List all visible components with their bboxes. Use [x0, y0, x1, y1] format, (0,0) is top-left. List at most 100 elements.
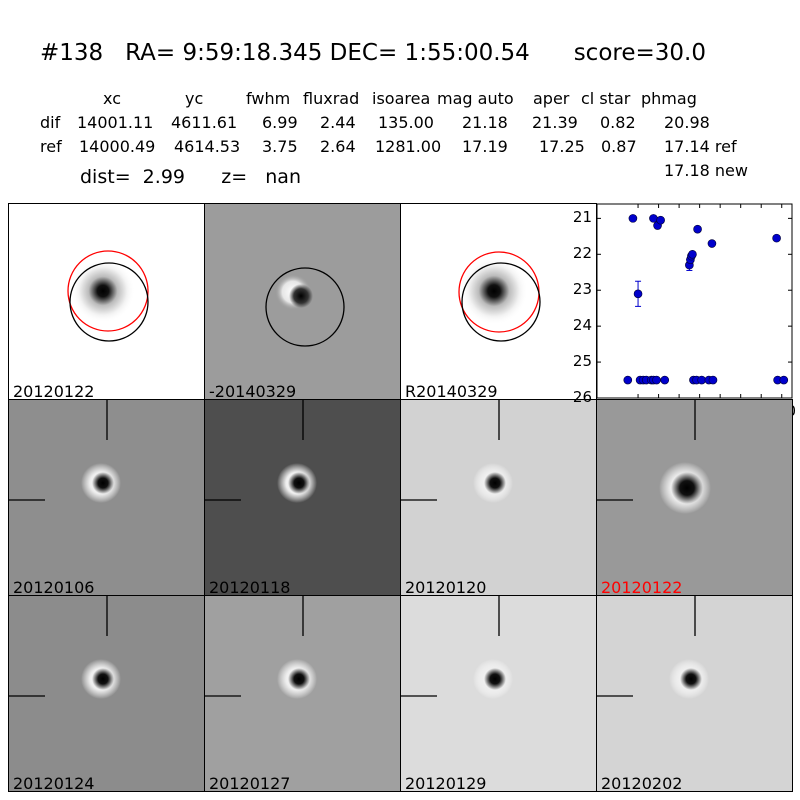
light-curve-plot: −20020406080100120 — [596, 203, 800, 425]
data-point — [623, 375, 633, 385]
cutout-stamp: 20120120 — [400, 399, 597, 596]
dif-phmag: 20.98 — [664, 113, 710, 132]
y-axis-tick-label: 25 — [572, 352, 592, 371]
dif-yc: 4611.61 — [171, 113, 238, 132]
cutout-stamp: 20120124 — [8, 595, 205, 792]
black-aperture-circle — [69, 262, 149, 342]
data-point — [697, 375, 706, 385]
ref-cl-star: 0.87 — [601, 137, 637, 156]
ra-value: RA= 9:59:18.345 — [125, 40, 323, 66]
y-axis-tick-label: 22 — [572, 244, 592, 263]
cutout-image — [597, 400, 711, 514]
data-point — [772, 233, 781, 243]
data-point — [656, 215, 665, 225]
negative-residual — [289, 284, 313, 308]
cutout-stamp: 20120129 — [400, 595, 597, 792]
star-source — [460, 257, 528, 325]
light-curve-svg: −20020406080100120 — [596, 203, 796, 420]
reference-image — [401, 204, 596, 399]
col-header-aper: aper — [533, 89, 570, 108]
panel-date-label: R20140329 — [405, 382, 498, 400]
dif-isoarea: 135.00 — [378, 113, 434, 132]
source-core — [288, 668, 310, 690]
data-point — [633, 289, 643, 299]
col-header-xc: xc — [103, 89, 121, 108]
ref-aper: 17.25 — [539, 137, 585, 156]
row-label-dif: dif — [40, 113, 61, 132]
dif-fwhm: 6.99 — [262, 113, 298, 132]
dif-cl-star: 0.82 — [600, 113, 636, 132]
panel-date-label: 20120122 — [13, 382, 95, 400]
col-header-isoarea: isoarea — [372, 89, 431, 108]
star-source — [71, 259, 135, 323]
cutout-image — [401, 596, 513, 699]
cutout-image — [9, 596, 121, 699]
difference-image-panel: -20140329 — [204, 203, 401, 400]
ref-yc: 4614.53 — [174, 137, 241, 156]
stamp-date-label: 20120122 — [601, 578, 683, 596]
reference-image — [9, 204, 204, 399]
col-header-mag-auto: mag auto — [437, 89, 514, 108]
source-core — [484, 472, 506, 494]
black-aperture-circle — [265, 267, 345, 347]
red-aperture-circle — [67, 250, 149, 332]
cutout-stamp: 20120127 — [204, 595, 401, 792]
stamp-date-label: 20120129 — [405, 774, 487, 792]
ref-xc: 14000.49 — [79, 137, 156, 156]
dif-fluxrad: 2.44 — [320, 113, 356, 132]
dist-value: dist= 2.99 — [80, 166, 185, 188]
col-header-phmag: phmag — [641, 89, 697, 108]
cutout-image — [401, 400, 513, 503]
ref-isoarea: 1281.00 — [375, 137, 442, 156]
cutout-stamp: 20120202 — [596, 595, 793, 792]
cutout-image — [9, 400, 121, 503]
y-axis-tick-label: 23 — [572, 280, 592, 299]
col-header-yc: yc — [185, 89, 204, 108]
dist-line: dist= 2.99 z= nan — [80, 166, 301, 188]
source-core — [680, 668, 702, 690]
black-aperture-circle — [461, 262, 541, 342]
col-header-fluxrad: fluxrad — [303, 89, 360, 108]
source-core — [92, 668, 114, 690]
col-header-cl-star: cl star — [581, 89, 631, 108]
source-core — [484, 668, 506, 690]
stamp-date-label: 20120118 — [209, 578, 291, 596]
new-phmag: 17.18 new — [664, 161, 748, 180]
stamp-date-label: 20120106 — [13, 578, 95, 596]
y-axis-tick-label: 26 — [572, 388, 592, 406]
y-axis-tick-label: 24 — [572, 316, 592, 335]
dif-aper: 21.39 — [532, 113, 578, 132]
difference-image — [205, 204, 400, 399]
y-axis-tick-label: 21 — [572, 208, 592, 227]
redshift-value: z= nan — [221, 166, 301, 188]
data-point — [779, 375, 789, 385]
data-point — [628, 214, 638, 223]
dec-value: DEC= 1:55:00.54 — [329, 40, 530, 66]
cutout-stamp: 20120118 — [204, 399, 401, 596]
data-point — [649, 214, 658, 223]
ref-fluxrad: 2.64 — [320, 137, 356, 156]
stamp-date-label: 20120124 — [13, 774, 95, 792]
row-label-ref: ref — [40, 137, 62, 156]
source-core — [671, 472, 703, 504]
data-point — [688, 249, 697, 259]
cutout-stamp: 20120106 — [8, 399, 205, 596]
reference-image-panel: 20120122 — [8, 203, 205, 400]
stamp-date-label: 20120120 — [405, 578, 487, 596]
candidate-id: #138 — [40, 40, 104, 66]
score-value: score=30.0 — [573, 40, 706, 66]
candidate-title: #138 RA= 9:59:18.345 DEC= 1:55:00.54 sco… — [40, 40, 706, 66]
ref-fwhm: 3.75 — [262, 137, 298, 156]
reference-image-panel: R20140329 — [400, 203, 597, 400]
col-header-fwhm: fwhm — [246, 89, 291, 108]
stamp-date-label: 20120202 — [601, 774, 683, 792]
source-core — [92, 472, 114, 494]
ref-phmag: 17.14 ref — [664, 137, 737, 156]
data-point — [707, 239, 717, 248]
data-point — [708, 375, 718, 385]
dif-xc: 14001.11 — [77, 113, 154, 132]
data-point — [652, 375, 661, 385]
plot-frame — [596, 203, 793, 399]
cutout-image — [205, 596, 317, 699]
source-core — [288, 472, 310, 494]
